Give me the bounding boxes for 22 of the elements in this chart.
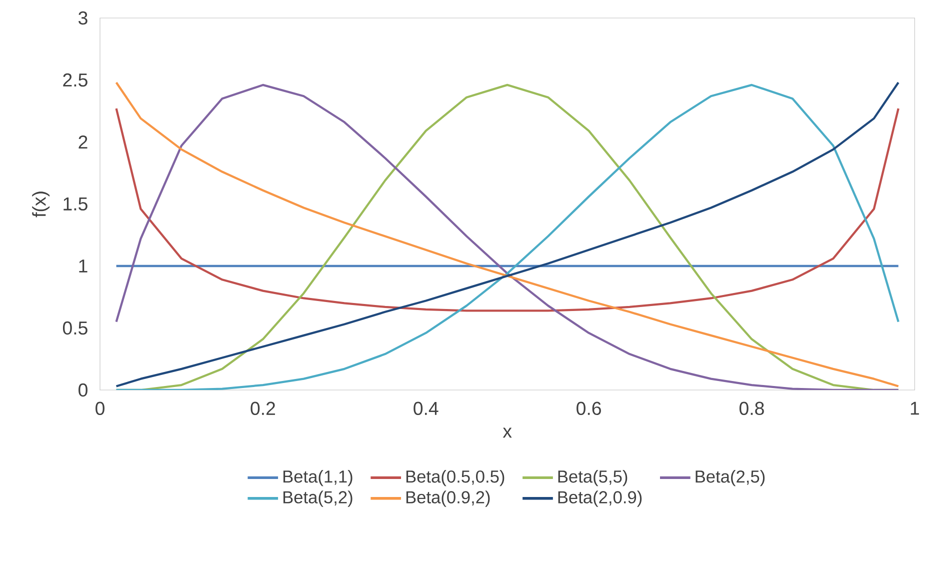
legend-label: Beta(2,0.9): [558, 490, 642, 507]
legend-label: Beta(5,2): [283, 490, 352, 507]
x-tick-label: 0.4: [414, 402, 438, 416]
x-tick-label: 0.2: [250, 402, 275, 416]
y-axis-title: f(x): [32, 192, 50, 218]
y-tick-label: 0: [78, 383, 88, 397]
y-tick-label: 1.5: [64, 197, 88, 211]
x-tick-label: 0.8: [740, 402, 764, 416]
legend-label: Beta(1,1): [283, 470, 352, 486]
x-tick-label: 1: [910, 402, 919, 415]
x-axis-title: x: [502, 428, 512, 438]
legend-label: Beta(2,5): [696, 470, 765, 486]
legend-label: Beta(0.9,2): [406, 490, 490, 507]
legend-label: Beta(5,5): [558, 470, 628, 486]
legend-label: Beta(0.5,0.5): [406, 470, 504, 486]
y-tick-label: 3: [78, 11, 88, 25]
y-tick-label: 2.5: [63, 73, 88, 87]
y-tick-label: 0.5: [62, 321, 88, 335]
y-tick-label: 2: [78, 135, 88, 149]
x-tick-label: 0.6: [576, 402, 601, 416]
y-tick-label: 1: [79, 260, 88, 272]
x-tick-label: 0: [96, 402, 104, 416]
